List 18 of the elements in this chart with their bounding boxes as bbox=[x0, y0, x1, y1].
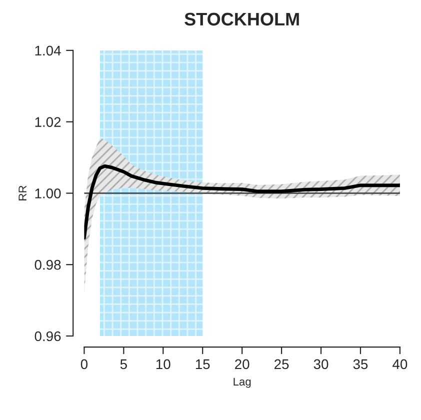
chart-title: STOCKHOLM bbox=[184, 12, 299, 26]
y-tick-label: 0.96 bbox=[34, 331, 61, 342]
y-axis-title: RR bbox=[18, 186, 26, 200]
y-tick-label: 1.02 bbox=[35, 117, 61, 127]
y-tick-label: 1.04 bbox=[35, 46, 61, 56]
x-tick-label: 20 bbox=[235, 359, 250, 370]
x-tick-label: 40 bbox=[392, 359, 408, 370]
x-tick-label: 0 bbox=[80, 359, 88, 370]
x-tick-label: 25 bbox=[274, 359, 289, 370]
x-tick-label: 35 bbox=[353, 359, 368, 370]
x-tick-label: 10 bbox=[156, 359, 170, 370]
x-tick-label: 15 bbox=[196, 359, 210, 370]
y-tick-label: 1.00 bbox=[35, 188, 61, 198]
line-series bbox=[84, 164, 400, 240]
x-tick-label: 30 bbox=[314, 359, 328, 370]
x-tick-label: 5 bbox=[120, 359, 127, 370]
x-axis-title: Lag bbox=[234, 378, 251, 388]
y-tick-label: 0.98 bbox=[34, 260, 61, 270]
